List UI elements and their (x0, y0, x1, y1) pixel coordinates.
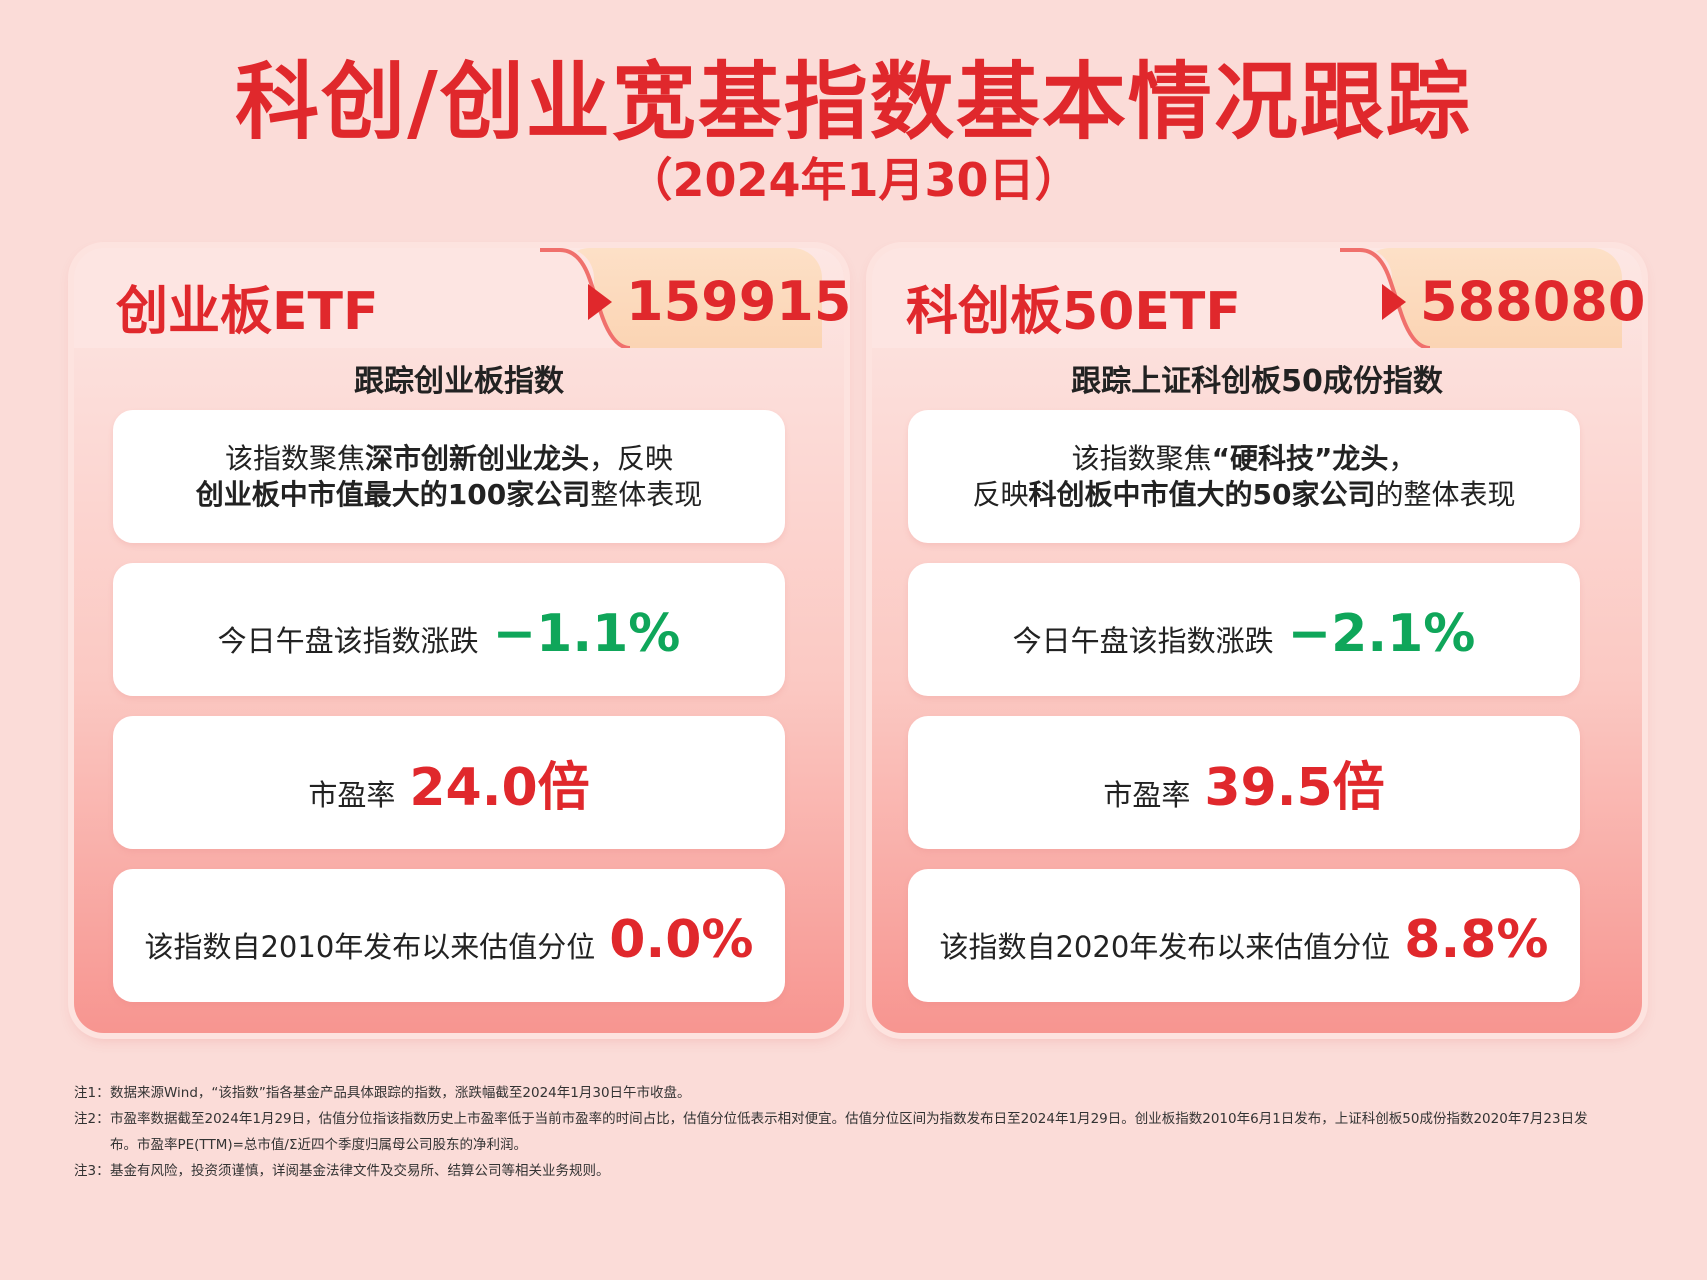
etf-name: 科创板50ETF (906, 282, 1241, 342)
etf-code-value: 159915 (626, 270, 852, 333)
desc-text: 该指数聚焦 (224, 441, 365, 475)
change-card: 今日午盘该指数涨跌 −1.1% (113, 563, 785, 696)
change-value: −1.1% (492, 603, 681, 664)
percentile-card: 该指数自2010年发布以来估值分位 0.0% (113, 869, 785, 1002)
change-label: 今日午盘该指数涨跌 (217, 623, 479, 658)
desc-text: 反映 (972, 477, 1029, 511)
footnote-key: 注1： (74, 1085, 110, 1101)
percentile-value: 0.0% (609, 909, 754, 970)
desc-bold: 深市创新创业龙头 (364, 441, 589, 475)
tracking-index: 跟踪创业板指数 (354, 364, 564, 399)
etf-code: 588080 (1382, 272, 1645, 332)
pe-label: 市盈率 (1103, 778, 1191, 812)
description-card: 该指数聚焦深市创新创业龙头，反映 创业板中市值最大的100家公司整体表现 (113, 410, 785, 543)
desc-bold: 科创板中市值大的50家公司 (1028, 477, 1376, 511)
pe-card: 市盈率 24.0倍 (113, 716, 785, 849)
desc-bold: “硬科技”龙头 (1211, 441, 1389, 475)
pe-label: 市盈率 (308, 778, 396, 812)
page-subtitle: （2024年1月30日） (626, 153, 1081, 207)
percentile-label: 该指数自2010年发布以来估值分位 (144, 929, 596, 964)
footnote-text: 市盈率数据截至2024年1月29日，估值分位指该指数历史上市盈率低于当前市盈率的… (110, 1111, 1588, 1153)
play-icon (588, 284, 612, 320)
play-icon (1382, 284, 1406, 320)
panel-head-left (74, 248, 594, 348)
desc-text: ， (1388, 441, 1417, 475)
etf-code: 159915 (588, 272, 851, 332)
change-card: 今日午盘该指数涨跌 −2.1% (908, 563, 1580, 696)
desc-bold: 创业板中市值最大的100家公司 (195, 477, 591, 511)
footnote-key: 注3： (74, 1163, 110, 1179)
footnotes: 注1： 数据来源Wind，“该指数”指各基金产品具体跟踪的指数，涨跌幅截至202… (74, 1080, 1614, 1184)
desc-text: ，反映 (589, 441, 674, 475)
head-curve-left (540, 248, 630, 348)
change-label: 今日午盘该指数涨跌 (1012, 623, 1274, 658)
page-title: 科创/创业宽基指数基本情况跟踪 (235, 53, 1472, 151)
desc-text: 该指数聚焦 (1071, 441, 1212, 475)
panel-head-right (872, 248, 1392, 348)
etf-name: 创业板ETF (116, 282, 379, 342)
pe-card: 市盈率 39.5倍 (908, 716, 1580, 849)
desc-text: 的整体表现 (1375, 477, 1516, 511)
tracking-index: 跟踪上证科创板50成份指数 (1071, 364, 1443, 399)
footnote: 注2： 市盈率数据截至2024年1月29日，估值分位指该指数历史上市盈率低于当前… (74, 1106, 1614, 1158)
percentile-label: 该指数自2020年发布以来估值分位 (939, 929, 1391, 964)
change-value: −2.1% (1287, 603, 1476, 664)
percentile-value: 8.8% (1404, 909, 1549, 970)
pe-value: 24.0倍 (409, 758, 590, 818)
footnote-text: 基金有风险，投资须谨慎，详阅基金法律文件及交易所、结算公司等相关业务规则。 (110, 1163, 610, 1179)
footnote: 注3： 基金有风险，投资须谨慎，详阅基金法律文件及交易所、结算公司等相关业务规则… (74, 1158, 1614, 1184)
pe-value: 39.5倍 (1204, 758, 1385, 818)
etf-code-value: 588080 (1420, 270, 1646, 333)
footnote-key: 注2： (74, 1111, 110, 1127)
percentile-card: 该指数自2020年发布以来估值分位 8.8% (908, 869, 1580, 1002)
desc-text: 整体表现 (590, 477, 703, 511)
footnote-text: 数据来源Wind，“该指数”指各基金产品具体跟踪的指数，涨跌幅截至2024年1月… (110, 1085, 691, 1101)
description-card: 该指数聚焦“硬科技”龙头， 反映科创板中市值大的50家公司的整体表现 (908, 410, 1580, 543)
footnote: 注1： 数据来源Wind，“该指数”指各基金产品具体跟踪的指数，涨跌幅截至202… (74, 1080, 1614, 1106)
